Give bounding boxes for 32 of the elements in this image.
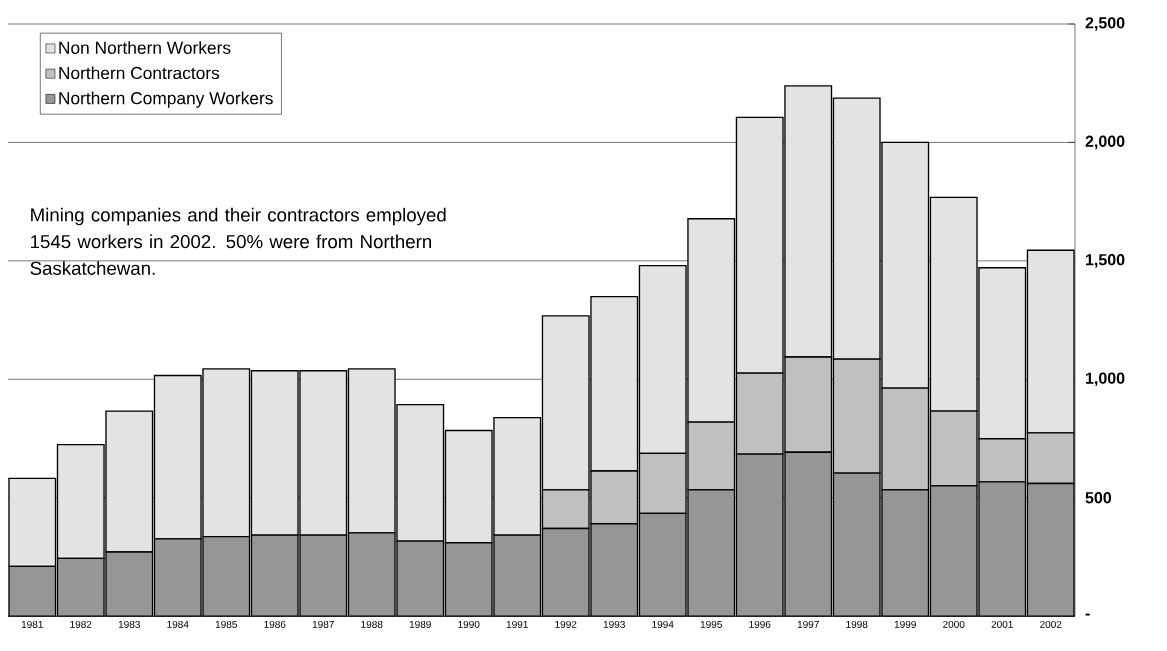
y-tick-label: 1,000	[1086, 372, 1125, 387]
x-tick-label: 1986	[264, 620, 286, 629]
legend-label: Northern Contractors	[59, 66, 220, 80]
x-tick-label: 1989	[409, 620, 431, 629]
x-tick-label: 1997	[797, 620, 819, 629]
y-tick-label: 500	[1085, 492, 1112, 504]
x-tick-label: 1991	[506, 620, 528, 629]
x-tick-label: 1984	[167, 620, 189, 629]
x-tick-label: 1985	[215, 620, 237, 629]
x-tick-label: 1993	[603, 620, 625, 629]
x-tick-label: 2002	[1040, 620, 1062, 629]
x-tick-label: 1987	[312, 620, 334, 629]
x-tick-label: 1992	[555, 620, 577, 629]
y-tick-label: 1,500	[1086, 254, 1125, 268]
y-tick-label: -	[1085, 613, 1090, 616]
x-tick-label: 1983	[118, 620, 140, 629]
x-tick-label: 1981	[21, 620, 43, 629]
y-tick-label: 2,000	[1085, 135, 1125, 150]
x-tick-label: 1990	[458, 620, 480, 629]
x-tick-label: 1998	[846, 620, 868, 629]
x-tick-label: 1994	[652, 620, 674, 629]
y-tick-label: 2,500	[1085, 17, 1125, 31]
x-tick-label: 2001	[991, 620, 1013, 629]
x-tick-label: 2000	[943, 620, 965, 629]
x-tick-label: 1995	[700, 620, 722, 629]
x-tick-label: 1982	[70, 620, 92, 629]
x-tick-label: 1996	[749, 620, 771, 629]
legend-label: Non Northern Workers	[59, 41, 231, 54]
x-tick-label: 1988	[361, 620, 383, 629]
annotation: Mining companies and their contractors employed 1545 workers in 2002. 50% were from Northern Saskatchewan.	[30, 207, 446, 275]
x-tick-label: 1999	[894, 620, 916, 629]
legend-label: Northern Company Workers	[59, 91, 273, 108]
